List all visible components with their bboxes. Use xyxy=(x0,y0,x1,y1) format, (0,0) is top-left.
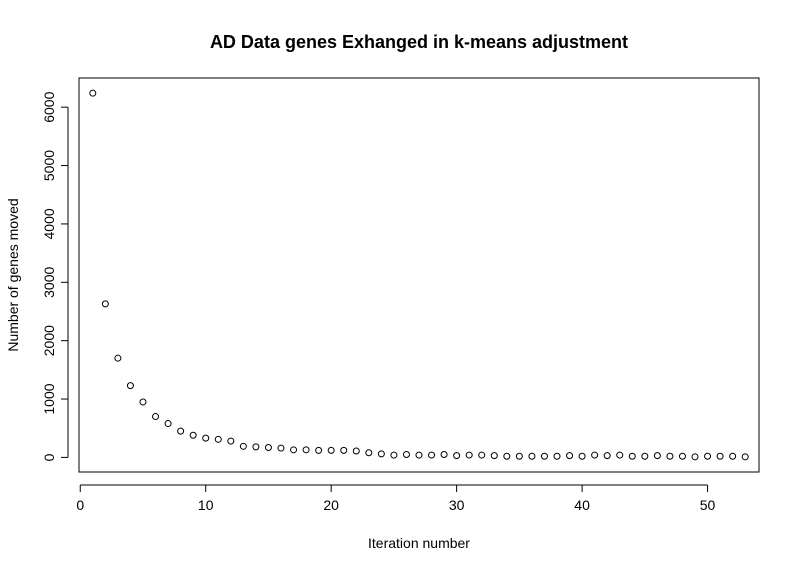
data-point xyxy=(503,452,511,460)
y-axis-label: Number of genes moved xyxy=(5,198,21,351)
data-point xyxy=(189,431,197,439)
data-point xyxy=(227,437,235,445)
data-point xyxy=(327,446,335,454)
data-point xyxy=(277,444,285,452)
data-point xyxy=(139,398,147,406)
data-point xyxy=(428,451,436,459)
data-point xyxy=(490,452,498,460)
data-point xyxy=(453,452,461,460)
data-point xyxy=(566,452,574,460)
y-tick-label: 0 xyxy=(41,453,57,461)
x-tick-label: 40 xyxy=(574,497,590,513)
plot-area-border xyxy=(78,77,760,473)
y-tick-label: 5000 xyxy=(41,150,57,181)
x-tick-label: 30 xyxy=(449,497,465,513)
x-tick-label: 0 xyxy=(76,497,84,513)
data-point xyxy=(616,451,624,459)
data-point xyxy=(390,451,398,459)
data-point xyxy=(352,447,360,455)
data-point xyxy=(528,452,536,460)
y-tick-label: 3000 xyxy=(41,267,57,298)
data-point xyxy=(603,452,611,460)
chart-title: AD Data genes Exhanged in k-means adjust… xyxy=(210,32,628,52)
x-tick-label: 10 xyxy=(198,497,214,513)
y-tick-label: 1000 xyxy=(41,383,57,414)
data-point xyxy=(177,427,185,435)
data-point xyxy=(402,450,410,458)
data-point xyxy=(264,443,272,451)
data-point xyxy=(365,449,373,457)
data-point xyxy=(340,446,348,454)
data-point xyxy=(164,420,172,428)
data-point xyxy=(653,452,661,460)
data-point xyxy=(126,382,134,390)
data-point xyxy=(628,452,636,460)
data-point xyxy=(678,452,686,460)
data-point xyxy=(114,354,122,362)
x-axis: 0 10 20 30 40 50 xyxy=(76,484,716,513)
data-point xyxy=(440,450,448,458)
data-point xyxy=(691,453,699,461)
data-point xyxy=(515,452,523,460)
data-point xyxy=(89,89,97,97)
data-point xyxy=(704,452,712,460)
y-tick-label: 6000 xyxy=(41,91,57,122)
data-point xyxy=(465,451,473,459)
data-point xyxy=(239,442,247,450)
data-point xyxy=(716,452,724,460)
data-point xyxy=(252,443,260,451)
data-point xyxy=(540,452,548,460)
x-axis-label: Iteration number xyxy=(368,535,470,551)
data-point xyxy=(478,451,486,459)
data-point xyxy=(641,452,649,460)
data-point xyxy=(377,450,385,458)
data-point xyxy=(202,434,210,442)
data-points xyxy=(89,89,749,461)
y-tick-label: 4000 xyxy=(41,208,57,239)
data-point xyxy=(315,446,323,454)
data-point xyxy=(553,452,561,460)
data-point xyxy=(666,452,674,460)
data-point xyxy=(729,452,737,460)
data-point xyxy=(578,452,586,460)
data-point xyxy=(214,435,222,443)
data-point xyxy=(152,413,160,421)
data-point xyxy=(415,451,423,459)
x-tick-label: 50 xyxy=(700,497,716,513)
data-point xyxy=(741,453,749,461)
data-point xyxy=(290,446,298,454)
data-point xyxy=(302,446,310,454)
y-tick-label: 2000 xyxy=(41,325,57,356)
data-point xyxy=(101,300,109,308)
data-point xyxy=(591,451,599,459)
y-axis: 0 1000 2000 3000 4000 5000 6000 xyxy=(41,91,69,461)
x-tick-label: 20 xyxy=(323,497,339,513)
